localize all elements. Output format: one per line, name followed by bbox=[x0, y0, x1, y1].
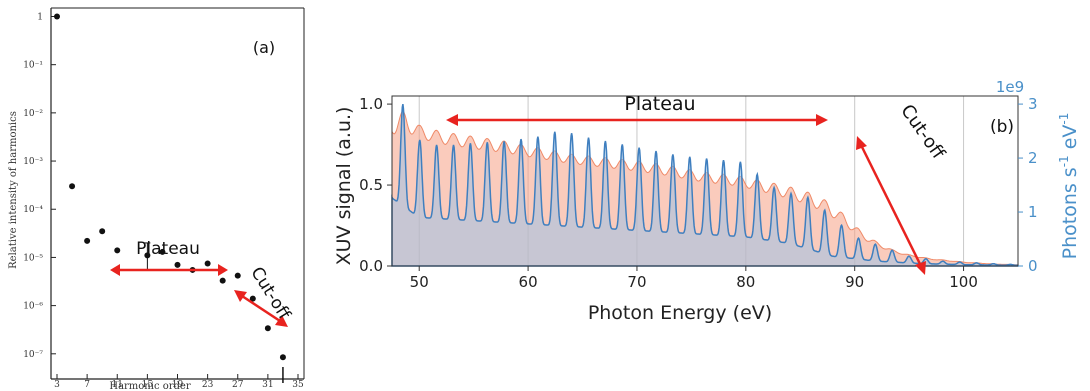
chart-b-panel-label: (b) bbox=[990, 117, 1014, 137]
chart-a-point bbox=[219, 277, 226, 284]
chart-a-plateau-arrow bbox=[110, 264, 228, 276]
chart-b-y2-offset: 1e9 bbox=[996, 78, 1024, 96]
chart-a-point bbox=[99, 228, 106, 235]
chart-a-cutoff-arrow-visual bbox=[234, 290, 288, 327]
chart-a-y-tick-label: 10⁻⁷ bbox=[23, 350, 43, 360]
chart-b-y-tick-label: 0.5 bbox=[359, 176, 383, 194]
chart-b-x-tick-label: 80 bbox=[736, 273, 755, 291]
chart-a-y-tick-label: 10⁻³ bbox=[23, 157, 43, 167]
chart-b-xlabel: Photon Energy (eV) bbox=[588, 302, 772, 324]
chart-b-ylabel: XUV signal (a.u.) bbox=[333, 107, 355, 266]
chart-a-point bbox=[69, 183, 76, 190]
chart-a-x-tick-label: 23 bbox=[202, 380, 214, 390]
chart-a-y-tick-label: 1 bbox=[37, 12, 43, 22]
chart-b-series-blue-area bbox=[391, 103, 1019, 267]
chart-a-y-tick-label: 10⁻² bbox=[23, 109, 43, 119]
chart-b-x-tick-label: 90 bbox=[845, 273, 864, 291]
chart-a-x-tick-label: 7 bbox=[84, 380, 90, 390]
chart-a-point bbox=[54, 13, 60, 20]
chart-a-points bbox=[54, 13, 286, 383]
chart-b-y2-tick-label: 2 bbox=[1028, 149, 1038, 167]
chart-b-x-tick-label: 70 bbox=[627, 273, 646, 291]
chart-b-y2-tick-label: 0 bbox=[1028, 257, 1038, 275]
chart-b-y2-tick-label: 1 bbox=[1028, 203, 1038, 221]
chart-b-x-tick-label: 50 bbox=[410, 273, 429, 291]
chart-b-y-tick-label: 1.0 bbox=[359, 95, 383, 113]
chart-a-point bbox=[249, 295, 256, 302]
chart-a-point bbox=[114, 247, 121, 254]
chart-a-point bbox=[159, 248, 166, 255]
chart-b-y2-ticks: 0 1 2 3 bbox=[1018, 95, 1038, 275]
chart-a-x-tick-label: 31 bbox=[262, 380, 273, 390]
chart-b-plateau-arrow bbox=[446, 114, 828, 126]
chart-a-x-tick-label: 11 bbox=[112, 380, 123, 390]
chart-a-point bbox=[234, 272, 241, 279]
chart-a-x-tick-label: 15 bbox=[142, 380, 154, 390]
chart-b-x-tick-label: 60 bbox=[519, 273, 538, 291]
chart-a-y-tick-label: 10⁻⁴ bbox=[23, 205, 43, 215]
chart-b-frame bbox=[391, 95, 1019, 267]
chart-b-y-ticks: 0.0 0.5 1.0 bbox=[359, 95, 392, 275]
chart-a-xlabel: Harmonic order bbox=[109, 381, 191, 391]
chart-a-y-ticks: 1 10⁻¹ 10⁻² 10⁻³ 10⁻⁴ 10⁻⁵ 10⁻⁶ 10⁻⁷ bbox=[23, 12, 56, 360]
chart-a-y-tick-label: 10⁻⁵ bbox=[23, 253, 43, 263]
chart-b-cutoff-label: Cut-off bbox=[896, 101, 949, 164]
chart-a-point bbox=[84, 237, 91, 244]
chart-a-y-tick-label: 10⁻⁶ bbox=[23, 302, 43, 312]
chart-a-ylabel: Relative intensity of harmonics bbox=[8, 111, 19, 269]
chart-b-y2label: Photons s-1 eV-1 bbox=[1057, 113, 1081, 260]
chart-a-frame bbox=[50, 7, 305, 380]
chart-b-y2-tick-label: 3 bbox=[1028, 95, 1038, 113]
chart-a-point bbox=[279, 354, 286, 361]
chart-a-point bbox=[204, 260, 211, 267]
chart-b: 50 60 70 80 90 100 0.0 0.5 1.0 0 1 2 3 Photon Ener… bbox=[333, 78, 1081, 324]
chart-a-point bbox=[264, 325, 271, 332]
chart-b-cutoff-arrow bbox=[856, 136, 926, 275]
chart-a-plateau-label: Plateau bbox=[136, 239, 200, 259]
chart-a-point bbox=[174, 261, 181, 268]
chart-a-x-ticks: 3 7 11 15 19 23 27 31 35 bbox=[54, 374, 304, 390]
chart-b-x-ticks: 50 60 70 80 90 100 bbox=[410, 266, 978, 291]
chart-a-x-tick-label: 3 bbox=[54, 380, 60, 390]
chart-b-y-tick-label: 0.0 bbox=[359, 257, 383, 275]
chart-a-y-tick-label: 10⁻¹ bbox=[23, 61, 43, 71]
chart-b-x-tick-label: 100 bbox=[949, 273, 978, 291]
chart-b-plateau-label: Plateau bbox=[624, 93, 695, 115]
chart-a-x-tick-label: 35 bbox=[292, 380, 304, 390]
chart-a-x-tick-label: 27 bbox=[232, 380, 244, 390]
chart-a-x-tick-label: 19 bbox=[172, 380, 184, 390]
chart-a: 3 7 11 15 19 23 27 31 35 1 10⁻¹ 10⁻² 10⁻³ 10⁻⁴ 10⁻⁵ 10… bbox=[8, 7, 305, 391]
chart-a-panel-label: (a) bbox=[253, 38, 275, 57]
